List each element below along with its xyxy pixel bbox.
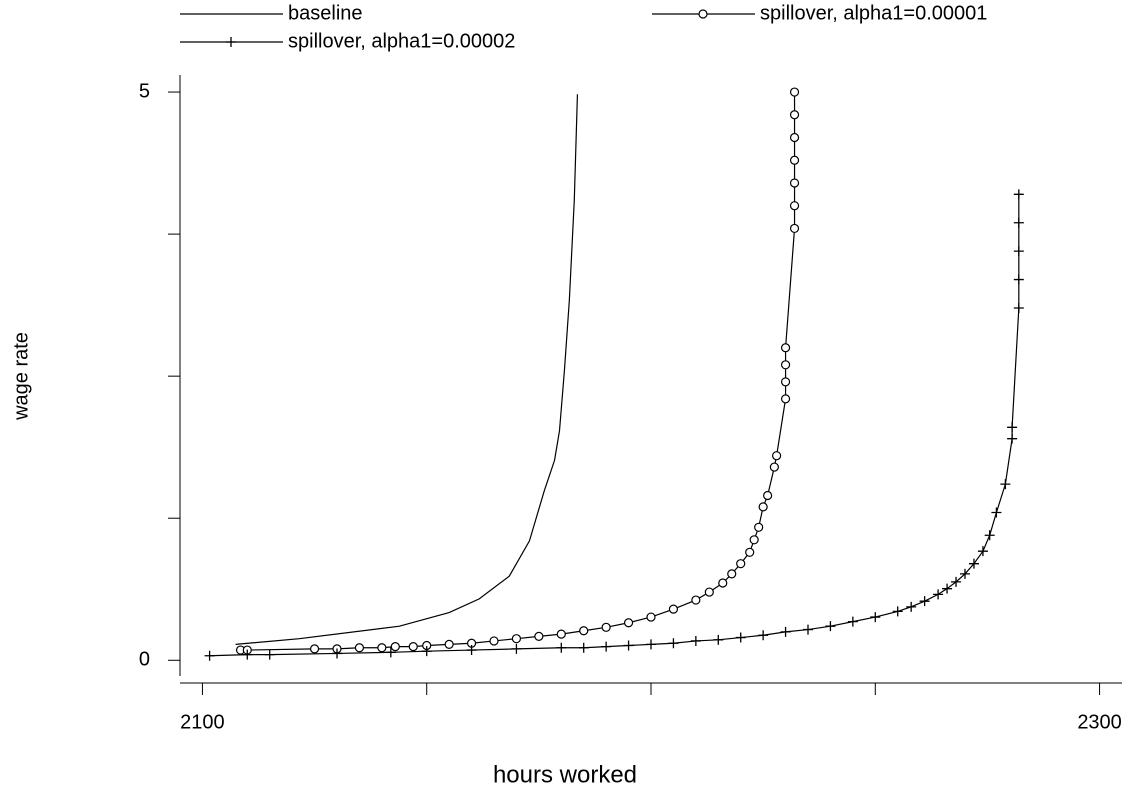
marker: [977, 546, 988, 557]
marker: [646, 639, 656, 650]
marker: [511, 634, 522, 644]
marker: [769, 462, 779, 472]
y-tick-label: 0: [139, 649, 150, 671]
y-axis-label: wage rate: [10, 332, 32, 421]
marker: [942, 583, 953, 594]
marker: [780, 377, 791, 387]
marker: [1007, 422, 1018, 433]
marker: [803, 624, 813, 635]
marker: [735, 632, 746, 643]
marker: [758, 502, 768, 512]
marker: [668, 604, 679, 614]
marker: [789, 201, 800, 211]
marker: [754, 522, 764, 532]
marker: [204, 650, 215, 661]
marker: [1013, 217, 1024, 228]
legend-label: baseline: [288, 2, 363, 24]
marker: [579, 626, 589, 636]
marker: [623, 618, 634, 628]
marker: [444, 639, 454, 649]
marker: [1013, 302, 1024, 313]
marker: [646, 612, 656, 622]
marker: [668, 638, 679, 649]
marker: [511, 643, 522, 654]
marker: [933, 589, 944, 600]
marker: [745, 547, 755, 557]
marker: [1013, 189, 1024, 200]
legend-label: spillover, alpha1=0.00001: [760, 2, 987, 24]
marker: [825, 621, 836, 632]
y-tick-label: 5: [139, 80, 150, 102]
marker: [534, 631, 544, 642]
marker: [960, 568, 970, 579]
marker: [968, 558, 979, 569]
marker: [749, 535, 759, 545]
marker: [780, 626, 791, 637]
marker: [601, 641, 612, 652]
marker: [736, 559, 746, 569]
marker: [789, 87, 800, 97]
marker: [623, 640, 634, 651]
marker: [1007, 433, 1018, 444]
marker: [789, 155, 800, 165]
marker: [758, 630, 769, 641]
marker: [1000, 479, 1011, 490]
marker: [991, 507, 1002, 518]
marker: [951, 576, 962, 587]
marker: [332, 648, 342, 659]
marker: [408, 642, 418, 652]
marker: [489, 636, 499, 646]
marker: [377, 643, 387, 653]
x-tick-label: 2100: [180, 711, 225, 733]
x-axis-label: hours worked: [493, 761, 637, 788]
marker: [354, 643, 365, 653]
marker: [385, 647, 396, 658]
marker: [718, 578, 728, 588]
marker: [919, 596, 930, 607]
marker: [601, 622, 611, 632]
marker: [556, 629, 566, 639]
marker: [1013, 274, 1024, 285]
marker: [727, 569, 737, 579]
legend-marker: [698, 9, 708, 19]
x-tick-label: 2300: [1077, 711, 1122, 733]
marker: [704, 587, 714, 597]
marker: [713, 634, 724, 645]
marker: [1013, 246, 1024, 257]
marker: [421, 646, 432, 657]
marker: [780, 360, 791, 370]
series-line: [209, 194, 1020, 657]
marker: [763, 490, 773, 501]
marker: [870, 612, 881, 623]
series-line: [240, 92, 796, 651]
marker: [690, 635, 701, 646]
marker: [789, 110, 800, 120]
series-line: [235, 94, 579, 645]
legend-label: spillover, alpha1=0.00002: [288, 30, 515, 52]
marker: [390, 642, 400, 652]
marker: [789, 178, 800, 188]
marker: [847, 616, 858, 627]
marker: [309, 644, 320, 654]
marker: [789, 132, 800, 143]
marker: [466, 645, 477, 656]
marker: [578, 642, 589, 653]
marker: [984, 530, 995, 541]
legend-marker: [226, 37, 236, 47]
marker: [771, 451, 782, 461]
marker: [556, 642, 567, 653]
marker: [789, 223, 800, 234]
marker: [691, 595, 701, 605]
marker: [780, 394, 791, 404]
marker: [906, 601, 917, 612]
marker: [264, 649, 275, 660]
marker: [780, 343, 791, 353]
marker: [242, 649, 253, 660]
marker: [892, 606, 903, 617]
